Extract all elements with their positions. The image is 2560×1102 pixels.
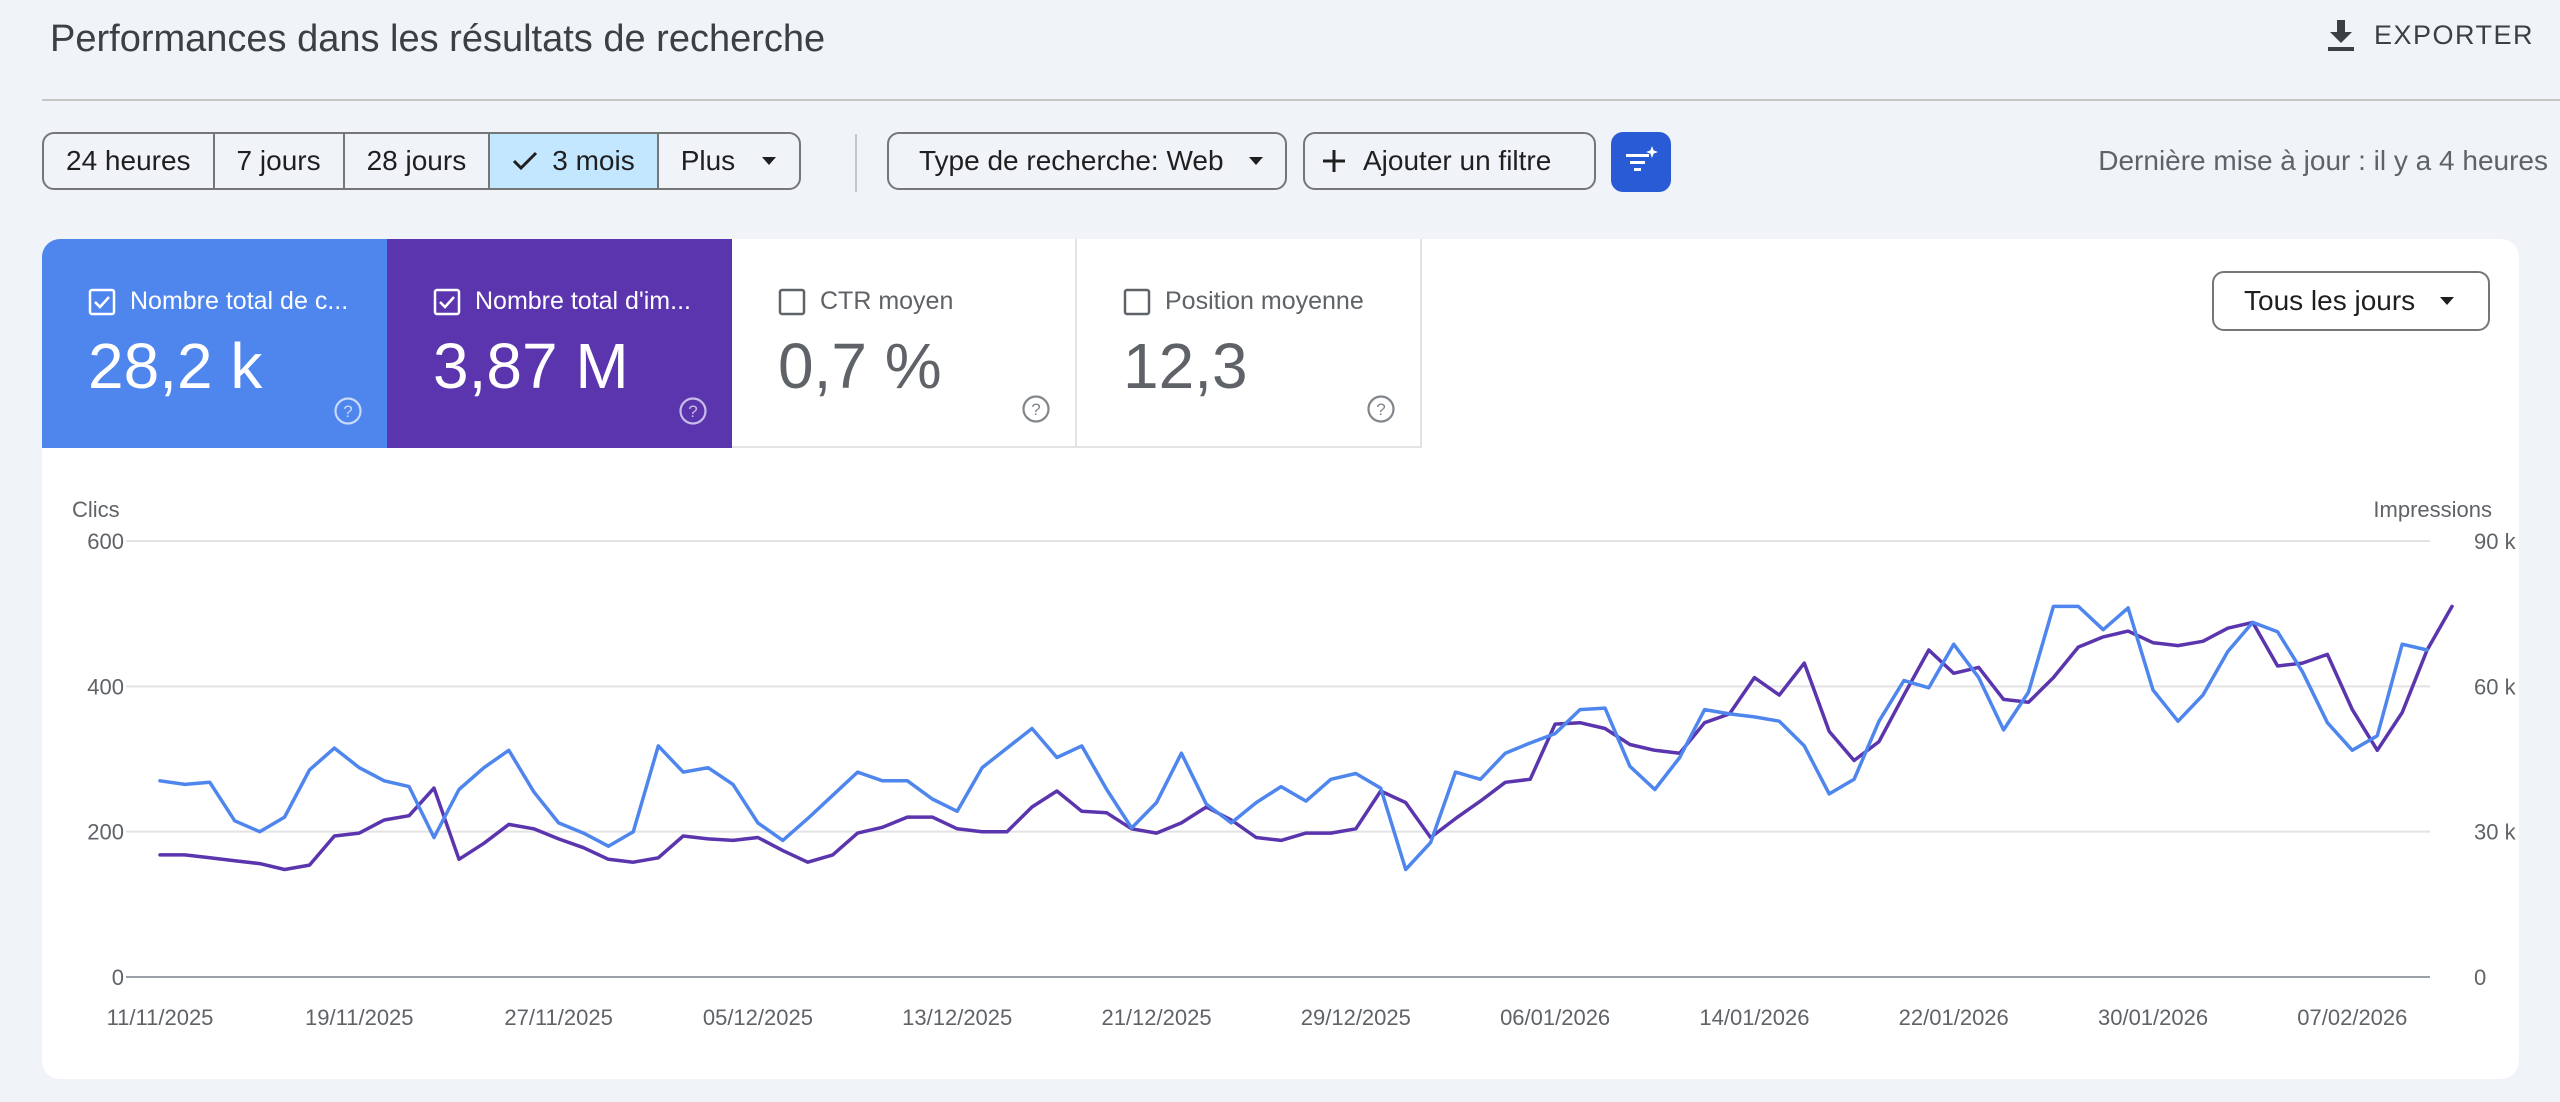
- x-tick-label: 07/02/2026: [2297, 1005, 2407, 1030]
- y-left-axis-title: Clics: [72, 497, 120, 522]
- add-filter-button[interactable]: Ajouter un filtre: [1303, 132, 1596, 190]
- page-title: Performances dans les résultats de reche…: [50, 18, 826, 60]
- search-type-dropdown[interactable]: Type de recherche: Web: [887, 132, 1287, 190]
- x-tick-label: 27/11/2025: [504, 1005, 612, 1030]
- y-left-tick-label: 0: [112, 965, 124, 990]
- range-label: 28 jours: [366, 145, 467, 176]
- y-left-tick-label: 200: [87, 820, 124, 845]
- performance-chart: Clics Impressions 0 0 200 30 k 400 60 k 600 90 …: [72, 497, 2517, 1030]
- svg-text:?: ?: [688, 402, 697, 421]
- metric-value: 0,7 %: [778, 330, 942, 402]
- y-right-tick-label: 90 k: [2474, 529, 2517, 554]
- more-label: Plus: [680, 145, 736, 176]
- help-icon[interactable]: ?: [1021, 394, 1051, 424]
- range-7d-button[interactable]: 7 jours: [215, 134, 345, 188]
- last-update-text: Dernière mise à jour : il y a 4 heures: [2098, 145, 2548, 176]
- series-line: [158, 604, 2454, 872]
- metric-value: 3,87 M: [433, 330, 629, 402]
- x-tick-label: 06/01/2026: [1500, 1005, 1610, 1030]
- y-right-tick-label: 30 k: [2474, 820, 2517, 845]
- x-tick-label: 05/12/2025: [703, 1005, 813, 1030]
- x-tick-label: 21/12/2025: [1101, 1005, 1211, 1030]
- granularity-dropdown[interactable]: Tous les jours: [2212, 271, 2490, 331]
- x-tick-label: 22/01/2026: [1899, 1005, 2009, 1030]
- svg-text:?: ?: [1376, 400, 1385, 419]
- metric-impressions-tile[interactable]: Nombre total d'im... 3,87 M ?: [387, 239, 732, 448]
- metric-ctr-tile[interactable]: CTR moyen 0,7 % ?: [732, 239, 1077, 448]
- metric-label: Nombre total d'im...: [475, 287, 691, 315]
- range-label: 3 mois: [552, 145, 635, 176]
- range-3m-button[interactable]: 3 mois: [490, 134, 659, 188]
- metric-value: 12,3: [1123, 330, 1248, 402]
- x-tick-label: 30/01/2026: [2098, 1005, 2208, 1030]
- metric-position-tile[interactable]: Position moyenne 12,3 ?: [1077, 239, 1422, 448]
- toolbar-divider: [855, 134, 857, 192]
- x-tick-label: 13/12/2025: [902, 1005, 1012, 1030]
- y-left-tick-label: 600: [87, 529, 124, 554]
- metric-value: 28,2 k: [88, 330, 263, 402]
- date-range-selector: 24 heures 7 jours 28 jours 3 mois Plus: [42, 132, 802, 190]
- svg-text:?: ?: [343, 402, 352, 421]
- svg-text:?: ?: [1031, 400, 1040, 419]
- checkbox-checked-icon[interactable]: [88, 288, 116, 316]
- download-icon: [2327, 20, 2354, 51]
- help-icon[interactable]: ?: [678, 396, 708, 426]
- x-tick-label: 11/11/2025: [107, 1005, 214, 1030]
- help-icon[interactable]: ?: [1366, 394, 1396, 424]
- add-filter-label: Ajouter un filtre: [1363, 145, 1552, 176]
- plus-icon: [1323, 150, 1345, 172]
- caret-down-icon: [2440, 297, 2455, 305]
- x-tick-label: 19/11/2025: [305, 1005, 413, 1030]
- y-left-tick-label: 400: [87, 674, 124, 699]
- y-right-axis-title: Impressions: [2373, 497, 2492, 522]
- export-label: EXPORTER: [2373, 19, 2534, 50]
- export-button[interactable]: EXPORTER: [2326, 18, 2534, 52]
- metric-label: Position moyenne: [1165, 287, 1364, 315]
- help-icon[interactable]: ?: [333, 396, 363, 426]
- caret-down-icon: [762, 157, 777, 165]
- checkbox-empty-icon[interactable]: [778, 288, 806, 316]
- x-tick-label: 29/12/2025: [1301, 1005, 1411, 1030]
- caret-down-icon: [1248, 157, 1263, 165]
- checkbox-checked-icon[interactable]: [433, 288, 461, 316]
- checkbox-empty-icon[interactable]: [1123, 288, 1151, 316]
- granularity-label: Tous les jours: [2244, 285, 2416, 316]
- x-tick-label: 14/01/2026: [1699, 1005, 1809, 1030]
- range-28d-button[interactable]: 28 jours: [345, 134, 491, 188]
- y-right-tick-label: 60 k: [2474, 674, 2517, 699]
- series-line: [158, 604, 2429, 872]
- smart-filter-button[interactable]: [1611, 132, 1671, 192]
- y-right-tick-label: 0: [2474, 965, 2486, 990]
- metric-clicks-tile[interactable]: Nombre total de c... 28,2 k ?: [42, 239, 387, 448]
- range-24h-button[interactable]: 24 heures: [44, 134, 215, 188]
- header-divider: [42, 99, 2560, 101]
- filter-sparkle-icon: [1626, 146, 1658, 171]
- performance-card: Nombre total de c... 28,2 k ? Nombre tot…: [42, 239, 2519, 1079]
- metric-label: Nombre total de c...: [130, 287, 349, 315]
- range-label: 24 heures: [66, 145, 191, 176]
- search-type-label: Type de recherche: Web: [919, 145, 1224, 176]
- range-label: 7 jours: [236, 145, 321, 176]
- metric-label: CTR moyen: [820, 287, 954, 315]
- range-more-dropdown[interactable]: Plus: [659, 134, 799, 188]
- check-icon: [513, 151, 538, 171]
